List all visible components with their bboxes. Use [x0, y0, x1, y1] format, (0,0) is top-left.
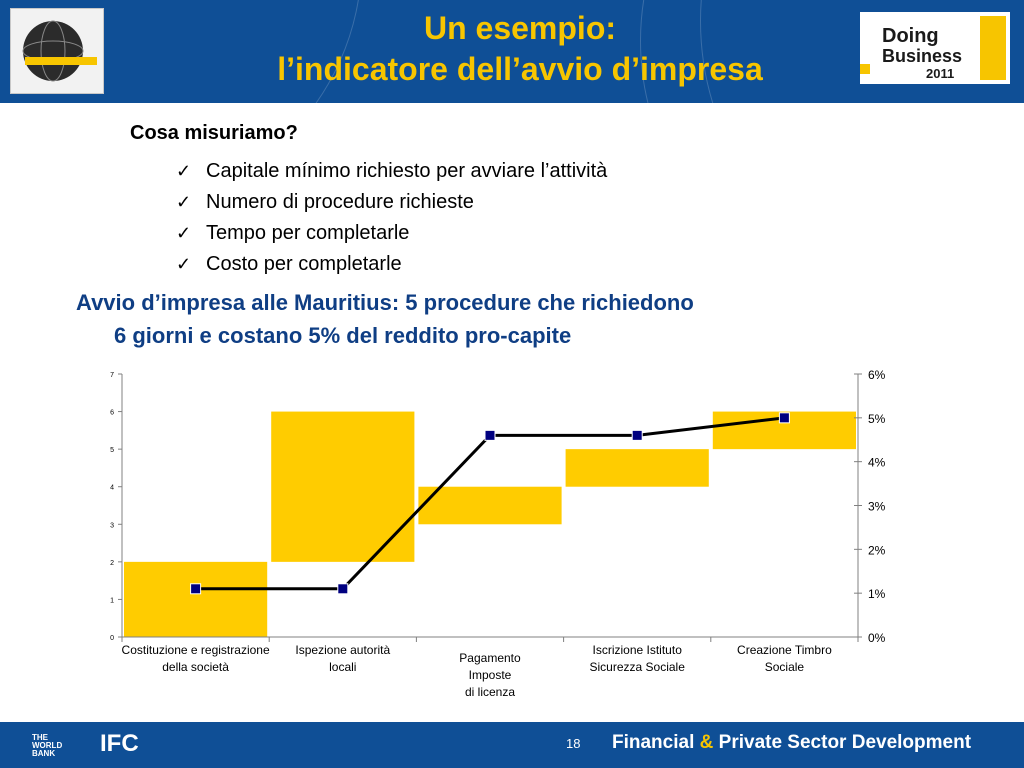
left-tick-label: 0: [110, 635, 114, 642]
checklist-item: ✓ Tempo per completarle: [176, 219, 607, 250]
footer-bar: THE WORLD BANK IFC 18 Financial & Privat…: [0, 722, 1024, 768]
left-tick-label: 4: [110, 485, 114, 492]
right-tick-label: 6%: [868, 368, 886, 382]
checklist-item: ✓ Numero di procedure richieste: [176, 188, 607, 219]
left-tick-label: 1: [110, 597, 114, 604]
right-tick-label: 3%: [868, 500, 886, 514]
world-bank-text: THE WORLD BANK: [32, 733, 63, 758]
check-icon: ✓: [176, 223, 192, 243]
chart-bar: [565, 449, 709, 487]
question-heading: Cosa misuriamo?: [130, 122, 298, 144]
cost-marker: [631, 429, 643, 441]
cost-marker: [778, 412, 790, 424]
chart-bar: [271, 411, 415, 562]
chart-bar: [418, 486, 562, 525]
logo-text-year: 2011: [926, 66, 954, 81]
x-tick-label: Pagamento Imposte di licenza: [459, 651, 521, 699]
left-tick-label: 2: [110, 560, 114, 567]
logo-text-business: Business: [882, 46, 962, 66]
globe-icon: [22, 20, 97, 82]
world-bank-logo: THE WORLD BANK: [32, 734, 72, 758]
header-bar: Un esempio: l’indicatore dell’avvio d’im…: [0, 0, 1024, 103]
check-icon: ✓: [176, 192, 192, 212]
left-tick-label: 3: [110, 522, 114, 529]
chart-bar: [124, 561, 268, 637]
right-tick-label: 5%: [868, 412, 886, 426]
x-tick-label: Iscrizione Istituto Sicurezza Sociale: [590, 643, 686, 674]
cost-marker: [337, 583, 349, 595]
x-tick-label: Creazione Timbro Sociale: [737, 643, 832, 674]
logo-text-doing: Doing: [882, 25, 939, 47]
chart-heading-line-2: 6 giorni e costano 5% del reddito pro-ca…: [114, 323, 572, 348]
checklist-item: ✓ Capitale mínimo richiesto per avviare l…: [176, 157, 607, 188]
cost-marker: [484, 429, 496, 441]
left-tick-label: 7: [110, 372, 114, 379]
footer-tagline: Financial & Private Sector Development: [612, 732, 972, 753]
right-tick-label: 2%: [868, 543, 886, 557]
doing-business-logo: Doing Business 2011: [860, 12, 1010, 84]
checklist: ✓ Capitale mínimo richiesto per avviare l…: [176, 157, 607, 281]
title-line-1: Un esempio:: [423, 10, 617, 46]
right-tick-label: 4%: [868, 456, 886, 470]
left-tick-label: 6: [110, 410, 114, 417]
page-number: 18: [566, 736, 581, 751]
subnational-series-logo: [10, 8, 104, 94]
page-title: Un esempio: l’indicatore dell’avvio d’im…: [150, 8, 890, 90]
cost-marker: [190, 583, 202, 595]
chart-heading: Avvio d’impresa alle Mauritius: 5 proced…: [76, 286, 906, 352]
x-tick-label: Ispezione autorità locali: [295, 643, 390, 674]
ifc-logo: IFC: [100, 730, 139, 757]
check-icon: ✓: [176, 254, 192, 274]
chart-heading-line-1: Avvio d’impresa alle Mauritius: 5 proced…: [76, 290, 694, 315]
right-tick-label: 1%: [868, 587, 886, 601]
right-tick-label: 0%: [868, 631, 886, 645]
procedures-chart: 0 1 2 3 4 5 6 7 0% 1% 2% 3% 4% 5% 6% Costituzione e reg…: [110, 368, 886, 699]
x-tick-label: Costituzione e registrazione della societ…: [122, 643, 270, 674]
left-tick-label: 5: [110, 447, 114, 454]
title-line-2: l’indicatore dell’avvio d’impresa: [277, 51, 763, 87]
checklist-item: ✓ Costo per completarle: [176, 250, 607, 281]
check-icon: ✓: [176, 161, 192, 181]
